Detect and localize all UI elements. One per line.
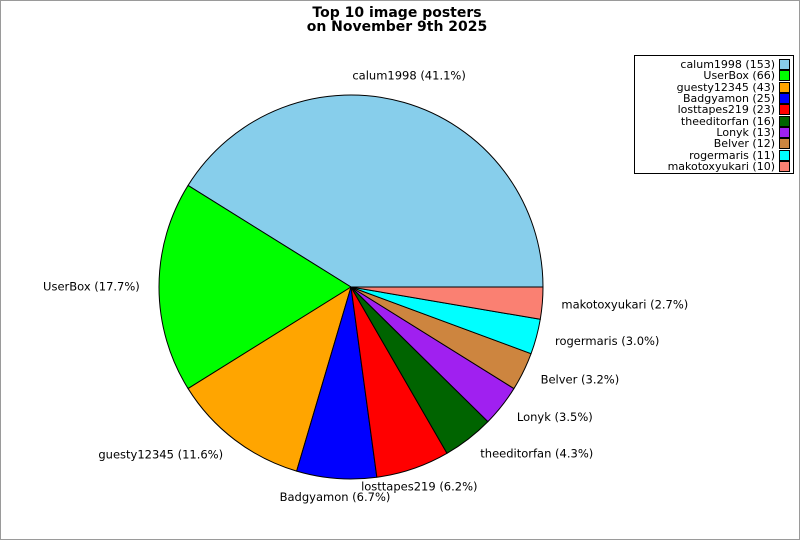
legend-label: calum1998 (153) <box>680 58 775 72</box>
chart-title: Top 10 image posters on November 9th 202… <box>1 6 793 34</box>
legend-item-rogermaris: rogermaris (11) <box>635 148 793 162</box>
pie-slice-UserBox <box>158 184 352 390</box>
legend-swatch <box>779 104 790 116</box>
legend-swatch <box>779 149 790 161</box>
legend-item-guesty12345: guesty12345 (43) <box>635 80 793 94</box>
legend-item-Lonyk: Lonyk (13) <box>635 125 793 139</box>
legend-swatch <box>779 160 790 172</box>
slice-label-theeditorfan: theeditorfan (4.3%) <box>480 447 593 461</box>
legend-label: Belver (12) <box>713 137 775 151</box>
legend-label: rogermaris (11) <box>689 148 775 162</box>
slice-label-losttapes219: losttapes219 (6.2%) <box>361 479 477 493</box>
slice-label-UserBox: UserBox (17.7%) <box>43 280 140 294</box>
legend-item-UserBox: UserBox (66) <box>635 69 793 83</box>
legend-swatch <box>779 59 790 71</box>
legend-label: Lonyk (13) <box>716 125 775 139</box>
legend-item-Belver: Belver (12) <box>635 137 793 151</box>
slice-label-guesty12345: guesty12345 (11.6%) <box>98 448 223 462</box>
slice-label-calum1998: calum1998 (41.1%) <box>352 68 465 82</box>
legend-swatch <box>779 126 790 138</box>
pie-slice-guesty12345 <box>187 286 352 472</box>
legend-swatch <box>779 138 790 150</box>
legend-item-Badgyamon: Badgyamon (25) <box>635 92 793 106</box>
legend-item-calum1998: calum1998 (153) <box>635 58 793 72</box>
pie-slice-calum1998 <box>187 94 544 288</box>
chart-title-line2: on November 9th 2025 <box>306 19 488 35</box>
legend-label: Badgyamon (25) <box>683 92 775 106</box>
legend-item-losttapes219: losttapes219 (23) <box>635 103 793 117</box>
slice-label-rogermaris: rogermaris (3.0%) <box>555 334 659 348</box>
legend-label: losttapes219 (23) <box>677 103 775 117</box>
legend-swatch <box>779 81 790 93</box>
pie-slice-makotoxyukari <box>350 286 544 320</box>
legend-item-makotoxyukari: makotoxyukari (10) <box>635 159 793 173</box>
legend-label: makotoxyukari (10) <box>667 159 775 173</box>
legend-swatch <box>779 93 790 105</box>
legend-label: guesty12345 (43) <box>676 80 775 94</box>
legend: calum1998 (153) UserBox (66) guesty12345 (… <box>634 55 794 174</box>
slice-label-Lonyk: Lonyk (3.5%) <box>517 410 593 424</box>
legend-label: theeditorfan (16) <box>680 114 775 128</box>
legend-swatch <box>779 70 790 82</box>
legend-swatch <box>779 115 790 127</box>
legend-label: UserBox (66) <box>703 69 775 83</box>
slice-label-Badgyamon: Badgyamon (6.7%) <box>280 490 391 504</box>
slice-label-makotoxyukari: makotoxyukari (2.7%) <box>561 297 688 311</box>
legend-item-theeditorfan: theeditorfan (16) <box>635 114 793 128</box>
chart-title-line1: Top 10 image posters <box>312 5 482 21</box>
slice-label-Belver: Belver (3.2%) <box>541 373 620 387</box>
